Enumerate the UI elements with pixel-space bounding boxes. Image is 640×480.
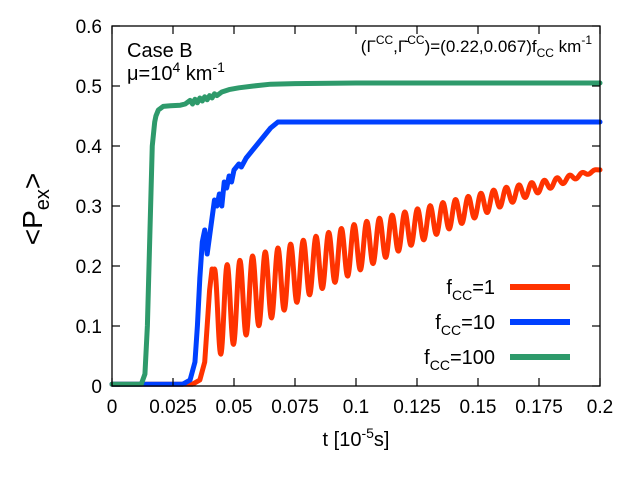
y-tick-label: 0	[91, 377, 102, 398]
y-tick-label: 0.2	[76, 257, 102, 278]
series-line-fcc-1	[109, 167, 603, 387]
series-layer	[109, 80, 603, 387]
x-tick-label: 0.05	[216, 397, 253, 418]
x-tick-label: 0.075	[271, 397, 319, 418]
x-tick-label: 0.175	[515, 397, 563, 418]
series-line-fcc-100	[109, 80, 603, 387]
y-axis-label: <Pex>	[17, 173, 54, 246]
legend-label-fcc-1: fCC=1	[446, 277, 495, 303]
mu-label: μ=104 km-1	[127, 59, 225, 85]
x-axis-label: t [10-5s]	[323, 425, 390, 451]
legend-entry-fcc-10: fCC=10	[435, 312, 570, 338]
x-tick-label: 0.125	[393, 397, 441, 418]
x-tick-label: 0	[107, 397, 118, 418]
y-tick-label: 0.1	[76, 317, 102, 338]
series-line-fcc-10	[109, 119, 603, 387]
tick-layer: 0 0.025 0.05 0.075 0.1 0.125 0.15 0.175 0.2 0 0.1 0…	[76, 17, 614, 418]
y-tick-label: 0.5	[76, 77, 102, 98]
y-tick-label: 0.4	[76, 137, 103, 158]
x-tick-label: 0.025	[149, 397, 197, 418]
legend-entry-fcc-100: fCC=100	[424, 347, 570, 373]
x-tick-label: 0.15	[460, 397, 497, 418]
case-label: Case B	[127, 40, 193, 62]
gamma-label: (ΓCC,Γ̄CC)=(0.22,0.067)fCC km-1	[361, 33, 593, 60]
legend: fCC=1 fCC=10 fCC=100	[424, 277, 570, 373]
y-tick-label: 0.3	[76, 197, 102, 218]
x-tick-label: 0.2	[587, 397, 613, 418]
x-tick-label: 0.1	[343, 397, 369, 418]
legend-label-fcc-100: fCC=100	[424, 347, 495, 373]
legend-label-fcc-10: fCC=10	[435, 312, 495, 338]
legend-entry-fcc-1: fCC=1	[446, 277, 570, 303]
y-tick-label: 0.6	[76, 17, 102, 38]
